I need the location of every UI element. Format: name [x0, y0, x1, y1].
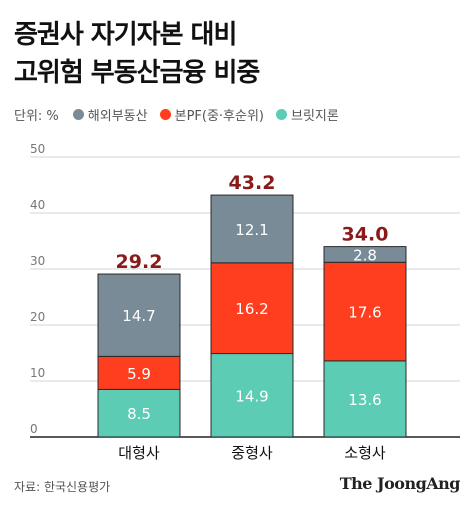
- source-note: 자료: 한국신용평가: [14, 480, 111, 494]
- total-label-2: 34.0: [342, 224, 389, 246]
- legend-label-bridge: 브릿지론: [291, 109, 339, 124]
- y-tick-label-0: 0: [30, 422, 38, 436]
- total-label-0: 29.2: [116, 251, 163, 273]
- bar-segment-2-0: [323, 360, 407, 438]
- chart-title-line1: 증권사 자기자본 대비: [14, 20, 237, 50]
- bar-segment-0-0: [97, 388, 181, 438]
- legend-item-pf: 본PF(중·후순위): [159, 105, 265, 124]
- segment-value-label-0-0: 8.5: [127, 405, 151, 423]
- segment-value-label-1-0: 14.9: [235, 387, 268, 405]
- bar-segment-1-2: [210, 194, 294, 264]
- y-tick-label-40: 40: [30, 198, 45, 212]
- bar-segment-0-1: [97, 355, 181, 390]
- segment-value-label-1-1: 16.2: [235, 300, 268, 318]
- category-label-0: 대형사: [118, 444, 160, 462]
- legend-item-overseas: 해외부동산: [72, 105, 148, 124]
- legend: 단위: % 해외부동산 본PF(중·후순위) 브릿지론: [14, 105, 351, 124]
- publisher-logo: The JoongAng: [339, 474, 461, 493]
- legend-label-pf: 본PF(중·후순위): [174, 109, 265, 124]
- category-label-1: 중형사: [231, 444, 273, 462]
- legend-swatch-pf: [159, 109, 171, 120]
- legend-swatch-bridge: [276, 109, 288, 120]
- y-tick-label-50: 50: [30, 142, 45, 156]
- y-tick-label-30: 30: [30, 254, 45, 268]
- legend-swatch-overseas: [72, 109, 84, 120]
- segment-value-label-0-2: 14.7: [122, 307, 155, 325]
- bar-segment-2-2: [323, 246, 407, 263]
- segment-value-label-2-2: 2.8: [353, 246, 377, 264]
- segment-value-label-2-0: 13.6: [348, 391, 381, 409]
- y-tick-label-10: 10: [30, 366, 45, 380]
- legend-label-overseas: 해외부동산: [87, 109, 148, 124]
- y-tick-label-20: 20: [30, 310, 45, 324]
- unit-label: 단위: %: [14, 109, 59, 124]
- total-label-1: 43.2: [229, 172, 276, 194]
- segment-value-label-1-2: 12.1: [235, 221, 268, 239]
- bar-segment-0-2: [97, 273, 181, 357]
- category-label-2: 소형사: [344, 444, 386, 462]
- chart-title-line2: 고위험 부동산금융 비중: [14, 58, 260, 88]
- segment-value-label-2-1: 17.6: [348, 304, 381, 322]
- stacked-bar-chart: 0 10 20 30 40 50 8.5 5.9 14.7 29.2 대형사 14.9 16.2 12.1…: [30, 142, 460, 462]
- segment-value-label-0-1: 5.9: [127, 365, 151, 383]
- bar-segment-2-1: [323, 261, 407, 362]
- legend-item-bridge: 브릿지론: [276, 105, 339, 124]
